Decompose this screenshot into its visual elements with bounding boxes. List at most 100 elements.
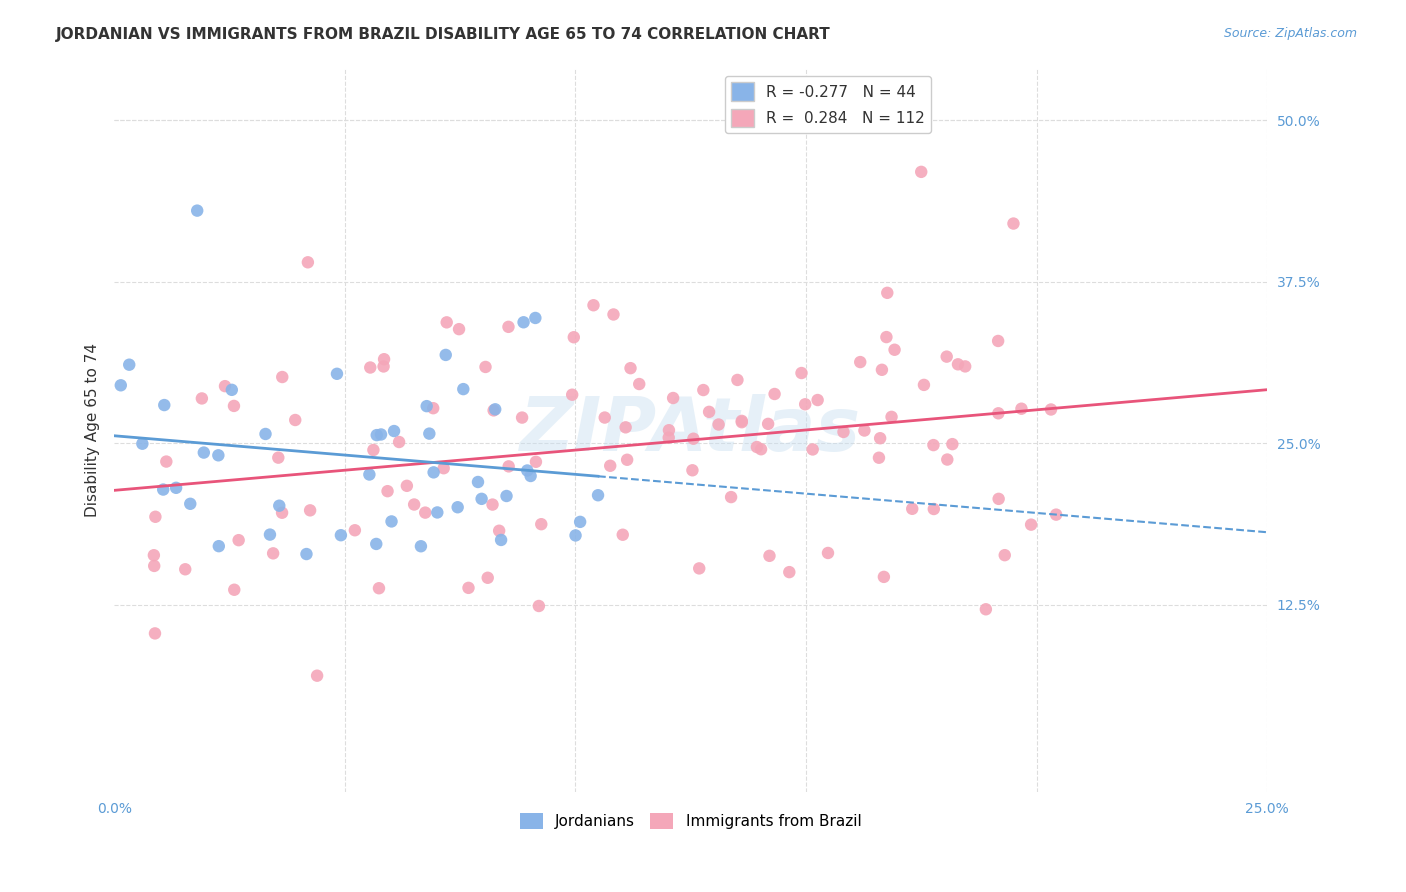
Point xyxy=(662,391,685,405)
Point xyxy=(853,424,876,438)
Point xyxy=(516,463,538,477)
Point xyxy=(388,435,411,450)
Point xyxy=(658,431,681,445)
Point xyxy=(681,463,703,477)
Point xyxy=(524,455,547,469)
Point xyxy=(987,406,1010,420)
Point xyxy=(731,415,754,429)
Point xyxy=(267,450,290,465)
Point xyxy=(143,626,166,640)
Point xyxy=(447,500,470,515)
Point xyxy=(477,571,499,585)
Point xyxy=(307,669,329,683)
Point xyxy=(433,461,456,475)
Point xyxy=(404,498,426,512)
Point xyxy=(271,370,294,384)
Point xyxy=(562,330,585,344)
Point xyxy=(801,442,824,457)
Point xyxy=(271,506,294,520)
Point xyxy=(1040,402,1063,417)
Point xyxy=(326,367,349,381)
Point xyxy=(495,489,517,503)
Point xyxy=(395,479,418,493)
Point xyxy=(434,348,457,362)
Point xyxy=(790,366,813,380)
Point xyxy=(498,319,520,334)
Point xyxy=(382,424,405,438)
Point xyxy=(467,475,489,489)
Point xyxy=(377,484,399,499)
Point xyxy=(498,459,520,474)
Point xyxy=(682,432,704,446)
Point xyxy=(418,426,440,441)
Point xyxy=(482,403,505,417)
Point xyxy=(474,359,496,374)
Point xyxy=(849,355,872,369)
Point xyxy=(756,417,779,431)
Point xyxy=(987,491,1010,506)
Point xyxy=(447,322,470,336)
Point xyxy=(329,528,352,542)
Text: Source: ZipAtlas.com: Source: ZipAtlas.com xyxy=(1223,27,1357,40)
Point xyxy=(946,357,969,371)
Legend: Jordanians, Immigrants from Brazil: Jordanians, Immigrants from Brazil xyxy=(513,806,868,835)
Point xyxy=(208,539,231,553)
Point xyxy=(876,285,898,300)
Point xyxy=(910,165,932,179)
Point xyxy=(614,420,637,434)
Point xyxy=(453,382,475,396)
Point xyxy=(582,298,605,312)
Point xyxy=(922,502,945,516)
Point xyxy=(363,442,385,457)
Point xyxy=(471,491,494,506)
Point xyxy=(143,558,166,573)
Point xyxy=(368,581,391,595)
Point xyxy=(868,450,890,465)
Point xyxy=(366,428,388,442)
Point xyxy=(142,548,165,562)
Point xyxy=(725,373,748,387)
Point xyxy=(110,378,132,392)
Point xyxy=(832,425,855,439)
Point xyxy=(512,315,534,329)
Point xyxy=(409,539,432,553)
Y-axis label: Disability Age 65 to 74: Disability Age 65 to 74 xyxy=(86,343,100,517)
Point xyxy=(228,533,250,548)
Point xyxy=(457,581,479,595)
Point xyxy=(193,445,215,459)
Point xyxy=(186,203,208,218)
Point xyxy=(370,427,392,442)
Point xyxy=(527,599,550,613)
Point xyxy=(599,458,621,473)
Point xyxy=(191,392,214,406)
Point xyxy=(883,343,905,357)
Point xyxy=(880,409,903,424)
Point xyxy=(426,505,449,519)
Point xyxy=(259,527,281,541)
Point xyxy=(359,467,381,482)
Point xyxy=(436,315,458,329)
Point xyxy=(807,392,830,407)
Point xyxy=(817,546,839,560)
Point xyxy=(658,423,681,437)
Point xyxy=(422,401,444,416)
Point xyxy=(593,410,616,425)
Point xyxy=(628,377,651,392)
Point xyxy=(488,524,510,538)
Point xyxy=(720,490,742,504)
Point xyxy=(118,358,141,372)
Point xyxy=(745,440,768,454)
Point xyxy=(373,352,395,367)
Point xyxy=(619,361,641,376)
Point xyxy=(519,469,541,483)
Point xyxy=(612,527,634,541)
Text: ZIPAtlas: ZIPAtlas xyxy=(520,393,862,467)
Point xyxy=(131,436,153,450)
Point xyxy=(707,417,730,432)
Point xyxy=(561,388,583,402)
Point xyxy=(763,387,786,401)
Point xyxy=(165,481,187,495)
Point xyxy=(778,565,800,579)
Point xyxy=(901,501,924,516)
Point xyxy=(922,438,945,452)
